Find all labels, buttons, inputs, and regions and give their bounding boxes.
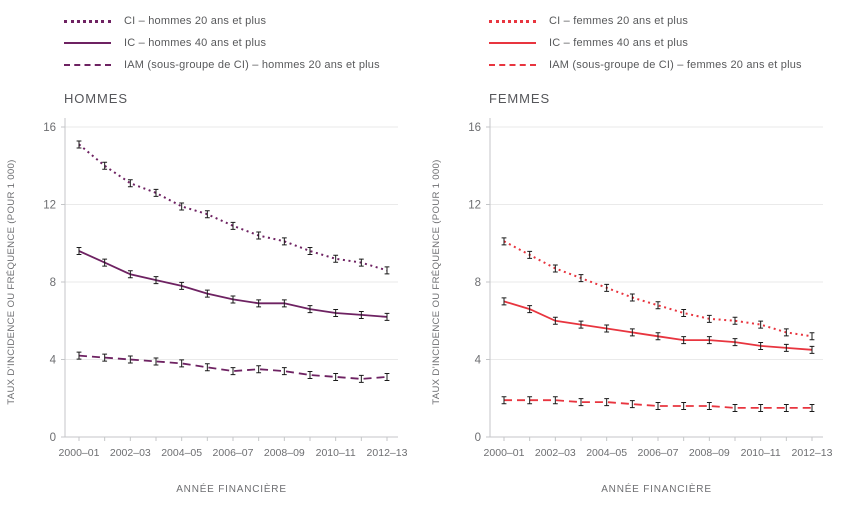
y-tick-label: 8	[475, 277, 481, 289]
y-tick-label: 16	[468, 122, 481, 134]
legend-hommes: CI – hommes 20 ans et plus IC – hommes 40…	[64, 10, 425, 76]
chart-title-hommes: HOMMES	[64, 91, 128, 106]
legend-item: IAM (sous-groupe de CI) – hommes 20 ans …	[64, 54, 425, 76]
y-tick-label: 12	[468, 200, 481, 212]
legend-item: CI – femmes 20 ans et plus	[489, 10, 850, 32]
x-tick-label: 2002–03	[535, 447, 576, 459]
y-axis-title: TAUX D’INCIDENCE OU FRÉQUENCE (POUR 1 00…	[6, 159, 17, 404]
x-tick-label: 2008–09	[264, 447, 305, 459]
plot-wrap-femmes: 0 4 8 12 16 2000–01 2002–03 2004–05 2006–07 2008–…	[425, 107, 850, 512]
plot-wrap-hommes: 0 4 8 12 16 2000–01 2002–03 2004–05 2006–07 2008–…	[0, 107, 425, 512]
error-bars	[501, 237, 815, 341]
legend-item: IAM (sous-groupe de CI) – femmes 20 ans …	[489, 54, 850, 76]
x-tick-label: 2012–13	[367, 447, 408, 459]
legend-label: IC – hommes 40 ans et plus	[124, 37, 267, 49]
y-tick-label: 0	[50, 432, 56, 444]
y-tick-label: 8	[50, 277, 56, 289]
x-tick-labels: 2000–01 2002–03 2004–05 2006–07 2008–09 2010–…	[484, 447, 833, 459]
error-bars	[76, 140, 390, 275]
series-line-dotted	[78, 143, 388, 272]
x-tick-label: 2006–07	[638, 447, 679, 459]
axes	[61, 118, 398, 441]
y-tick-label: 4	[50, 355, 57, 367]
error-bars	[76, 247, 390, 321]
legend-item: IC – femmes 40 ans et plus	[489, 32, 850, 54]
x-axis-title: ANNÉE FINANCIÈRE	[601, 482, 712, 495]
x-tick-label: 2010–11	[316, 447, 356, 459]
legend-label: CI – hommes 20 ans et plus	[124, 15, 267, 27]
x-tick-label: 2002–03	[110, 447, 151, 459]
y-tick-label: 4	[475, 355, 482, 367]
x-tick-label: 2004–05	[161, 447, 202, 459]
gridlines	[65, 126, 398, 360]
series-line-dotted	[503, 240, 813, 338]
y-tick-labels: 0 4 8 12 16	[43, 122, 56, 444]
x-tick-label: 2010–11	[741, 447, 781, 459]
legend-item: IC – hommes 40 ans et plus	[64, 32, 425, 54]
axes	[486, 118, 823, 441]
y-tick-label: 16	[43, 122, 56, 134]
plot-femmes: 0 4 8 12 16 2000–01 2002–03 2004–05 2006–07 2008–…	[431, 118, 833, 495]
legend-label: IAM (sous-groupe de CI) – femmes 20 ans …	[549, 59, 802, 71]
legend-swatch-dotted-icon	[64, 19, 111, 23]
y-axis-title: TAUX D’INCIDENCE OU FRÉQUENCE (POUR 1 00…	[431, 159, 442, 404]
plot-hommes: 0 4 8 12 16 2000–01 2002–03 2004–05 2006–07 2008–…	[6, 118, 408, 495]
legend-swatch-solid-icon	[64, 42, 111, 44]
legend-swatch-dashed-icon	[489, 64, 536, 66]
x-tick-label: 2006–07	[213, 447, 254, 459]
x-tick-label: 2008–09	[689, 447, 730, 459]
y-tick-label: 12	[43, 200, 56, 212]
y-tick-label: 0	[475, 432, 481, 444]
series-line-solid	[78, 250, 388, 318]
error-bars	[76, 351, 390, 383]
legend-label: IC – femmes 40 ans et plus	[549, 37, 689, 49]
legend-item: CI – hommes 20 ans et plus	[64, 10, 425, 32]
x-tick-label: 2012–13	[792, 447, 833, 459]
x-tick-label: 2000–01	[484, 447, 525, 459]
legend-swatch-solid-icon	[489, 42, 536, 44]
legend-swatch-dashed-icon	[64, 64, 111, 66]
legend-swatch-dotted-icon	[489, 19, 536, 23]
chart-panel-femmes: CI – femmes 20 ans et plus IC – femmes 40…	[425, 0, 850, 526]
x-tick-labels: 2000–01 2002–03 2004–05 2006–07 2008–09 2010–…	[59, 447, 408, 459]
chart-title-femmes: FEMMES	[489, 91, 551, 106]
chart-panel-hommes: CI – hommes 20 ans et plus IC – hommes 40…	[0, 10, 425, 512]
legend-label: CI – femmes 20 ans et plus	[549, 15, 689, 27]
legend-femmes: CI – femmes 20 ans et plus IC – femmes 40…	[489, 10, 850, 76]
error-bars	[501, 297, 815, 354]
legend-label: IAM (sous-groupe de CI) – hommes 20 ans …	[124, 59, 380, 71]
x-tick-label: 2000–01	[59, 447, 100, 459]
x-axis-title: ANNÉE FINANCIÈRE	[176, 482, 287, 495]
error-bars	[501, 396, 815, 412]
y-tick-labels: 0 4 8 12 16	[468, 122, 481, 444]
gridlines	[490, 126, 823, 360]
x-tick-label: 2004–05	[586, 447, 627, 459]
